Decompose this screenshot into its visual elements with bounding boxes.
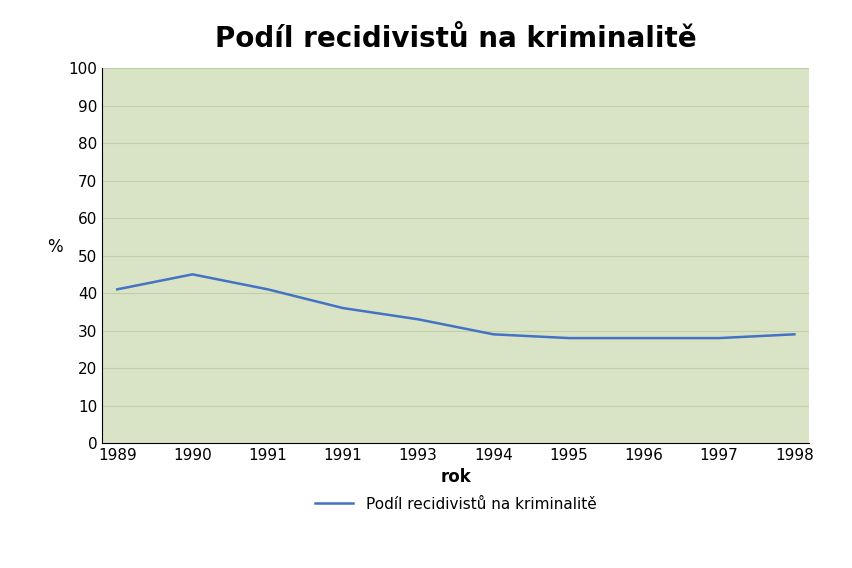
Title: Podíl recidivistů na kriminalitě: Podíl recidivistů na kriminalitě (215, 26, 697, 53)
X-axis label: rok: rok (440, 469, 471, 486)
Y-axis label: %: % (47, 237, 62, 256)
Legend: Podíl recidivistů na kriminalitě: Podíl recidivistů na kriminalitě (309, 491, 602, 518)
